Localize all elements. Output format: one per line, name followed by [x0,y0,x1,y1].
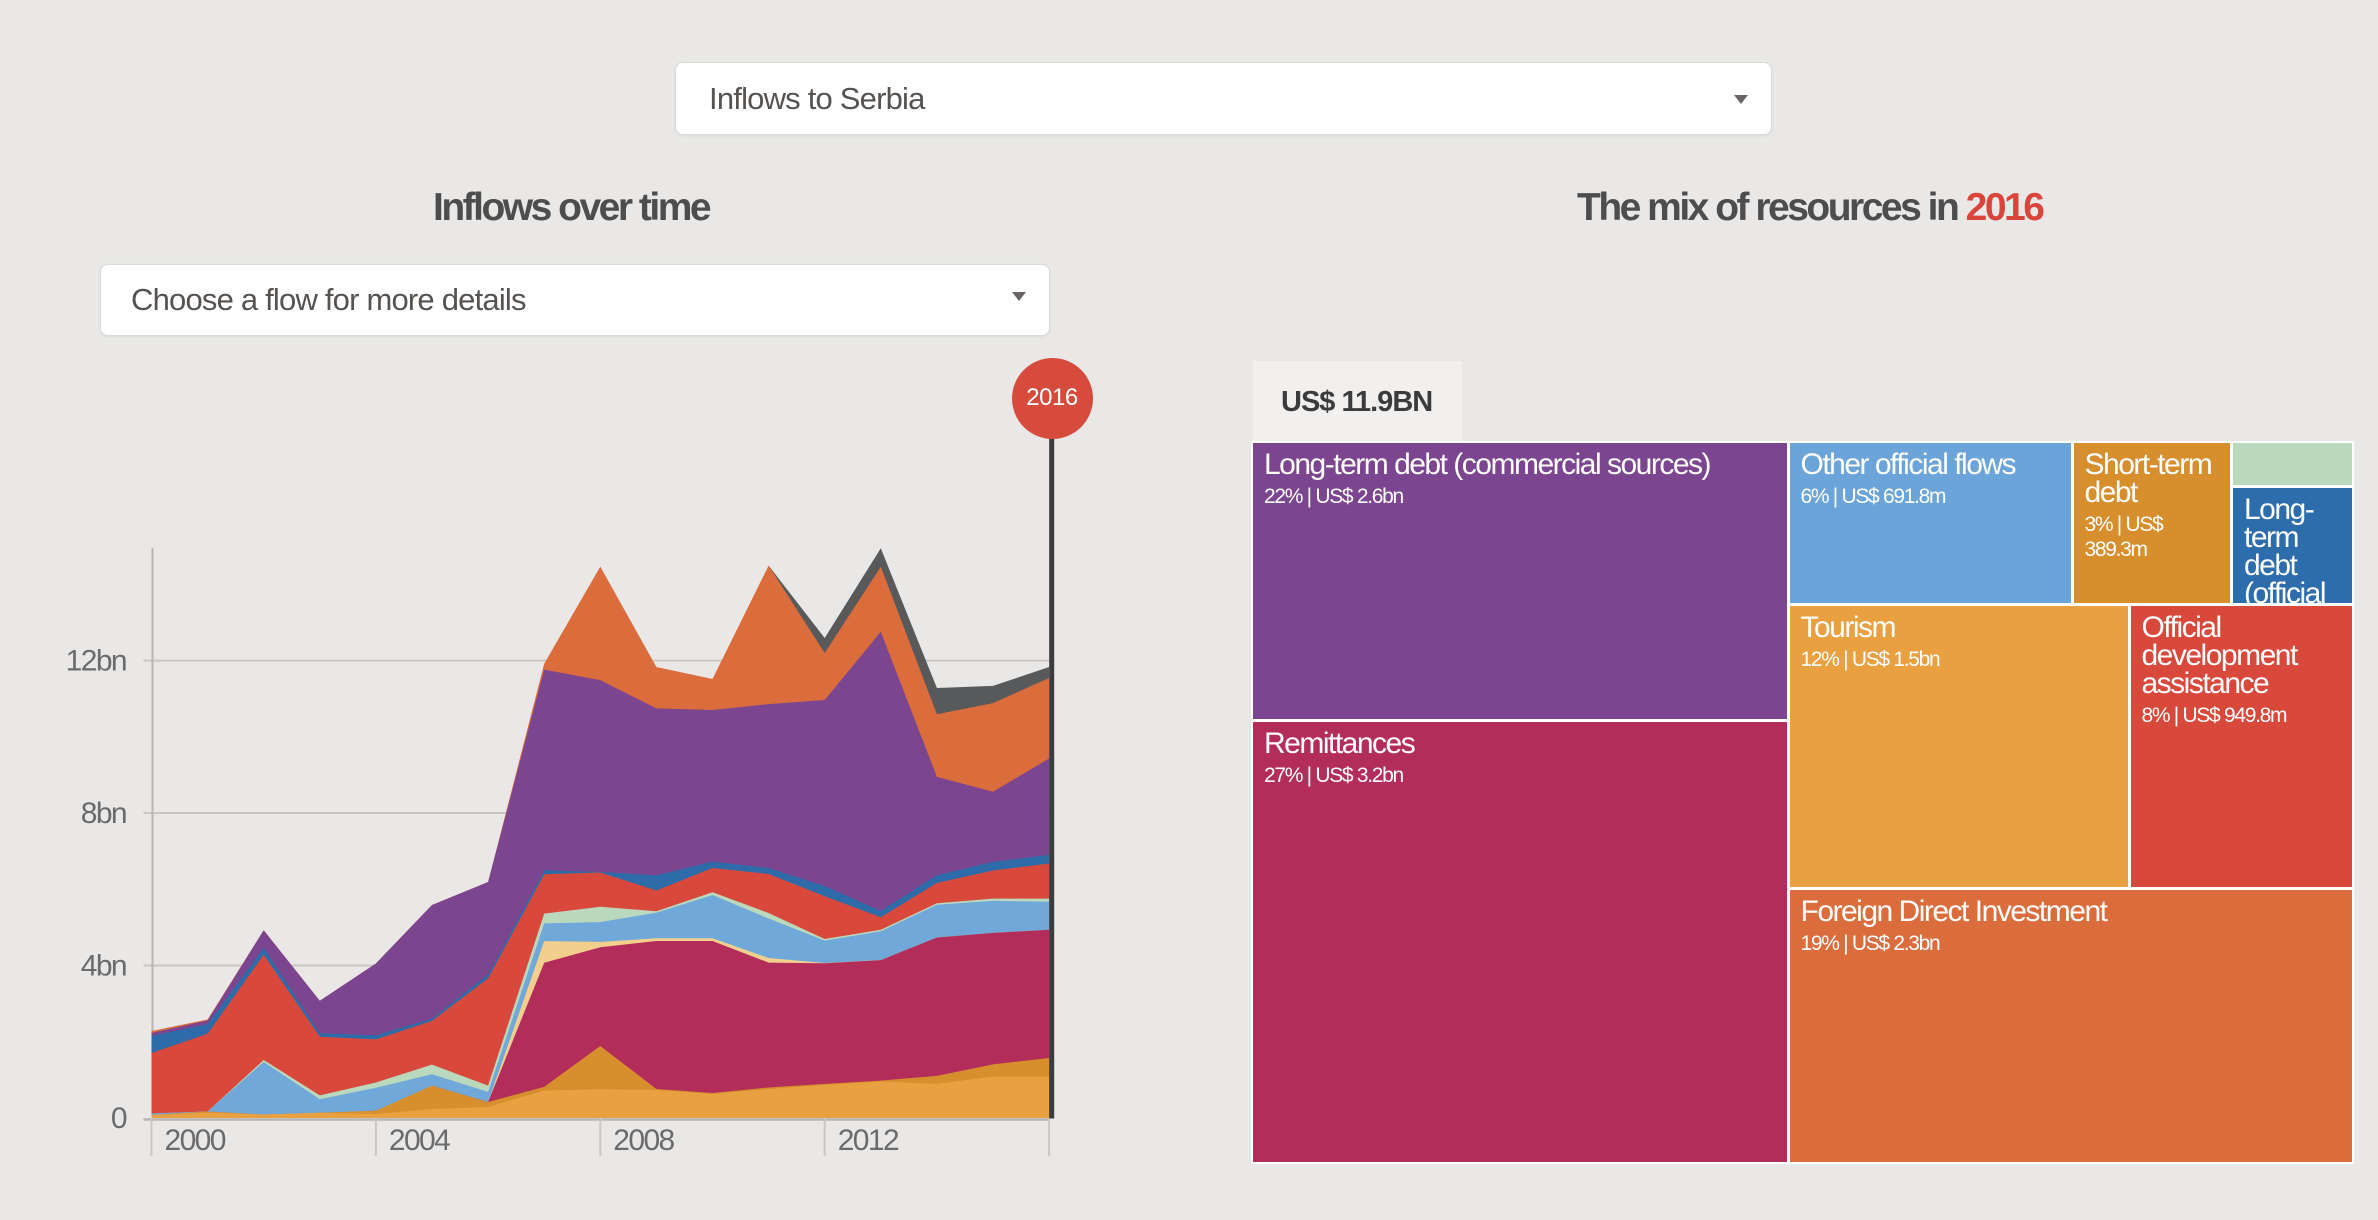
svg-text:4bn: 4bn [81,950,126,983]
svg-text:8bn: 8bn [81,797,126,830]
svg-text:0: 0 [111,1102,127,1135]
svg-text:2004: 2004 [389,1124,450,1157]
svg-text:2008: 2008 [613,1124,674,1157]
svg-text:2000: 2000 [165,1124,226,1157]
svg-text:12bn: 12bn [66,645,126,678]
svg-text:2012: 2012 [838,1124,899,1157]
